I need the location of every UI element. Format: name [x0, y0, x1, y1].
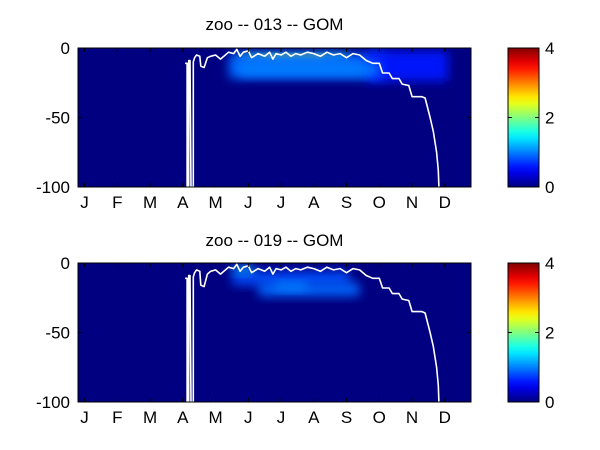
y-tick-label: -50 — [45, 324, 70, 343]
heatmap-cell — [274, 282, 308, 291]
colorbar — [507, 47, 540, 188]
x-tick-label: N — [406, 193, 418, 212]
x-tick-label: D — [439, 408, 451, 427]
heatmap-cell — [258, 282, 360, 297]
x-tick-label: J — [80, 193, 89, 212]
heatmap-cell — [238, 63, 380, 76]
x-tick-label: M — [143, 408, 157, 427]
boundary-line — [185, 263, 440, 402]
x-tick-label: O — [373, 193, 386, 212]
x-tick-label: J — [277, 408, 286, 427]
x-tick-label: S — [341, 408, 352, 427]
x-tick-label: A — [308, 408, 320, 427]
colorbar-tick-label: 4 — [545, 39, 554, 58]
x-tick-label: D — [439, 193, 451, 212]
y-tick-label: 0 — [61, 254, 70, 273]
x-tick-label: M — [208, 408, 222, 427]
x-tick-label: F — [112, 408, 122, 427]
y-tick-label: -100 — [36, 178, 70, 197]
colorbar-tick-label: 2 — [545, 324, 554, 343]
x-tick-label: S — [341, 193, 352, 212]
colorbar — [507, 262, 540, 403]
y-tick-label: 0 — [61, 39, 70, 58]
heatmap-cell — [231, 271, 350, 286]
x-tick-label: J — [277, 193, 286, 212]
x-tick-label: N — [406, 408, 418, 427]
chart-title: zoo -- 013 -- GOM — [206, 15, 344, 34]
heatmap-layer — [231, 265, 360, 297]
boundary-line — [185, 48, 440, 187]
heatmap-layer — [228, 50, 449, 82]
x-tick-label: F — [112, 193, 122, 212]
colorbar-tick-label: 0 — [545, 178, 554, 197]
colorbar-tick-label: 0 — [545, 393, 554, 412]
y-tick-label: -100 — [36, 393, 70, 412]
x-tick-label: A — [177, 408, 189, 427]
x-tick-label: O — [373, 408, 386, 427]
x-tick-label: J — [80, 408, 89, 427]
colorbar-tick-label: 2 — [545, 109, 554, 128]
x-tick-label: J — [244, 408, 253, 427]
colorbar-tick-label: 4 — [545, 254, 554, 273]
x-tick-label: J — [244, 193, 253, 212]
x-tick-label: M — [208, 193, 222, 212]
x-tick-label: M — [143, 193, 157, 212]
chart-title: zoo -- 019 -- GOM — [206, 231, 344, 250]
x-tick-label: A — [308, 193, 320, 212]
x-tick-label: A — [177, 193, 189, 212]
y-tick-label: -50 — [45, 109, 70, 128]
